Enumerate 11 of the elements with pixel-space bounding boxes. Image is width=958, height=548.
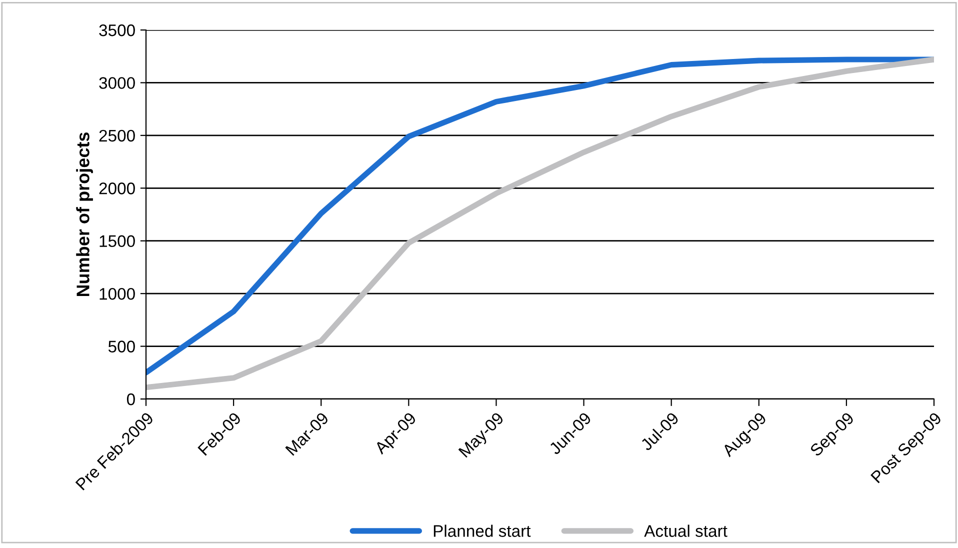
y-tick-label: 2500 (99, 130, 135, 142)
y-tick-label: 3500 (99, 24, 135, 36)
y-tick-label: 2000 (99, 182, 135, 194)
y-tick-label: 1000 (100, 288, 135, 300)
legend-label: Actual start (644, 524, 728, 537)
y-axis-title: Number of projects (76, 132, 93, 296)
y-tick-label: 0 (126, 393, 135, 406)
legend-label: Planned start (434, 524, 531, 537)
y-tick-label: 1500 (100, 235, 135, 248)
y-tick-label: 3000 (99, 77, 135, 89)
y-tick-label: 500 (108, 340, 135, 352)
